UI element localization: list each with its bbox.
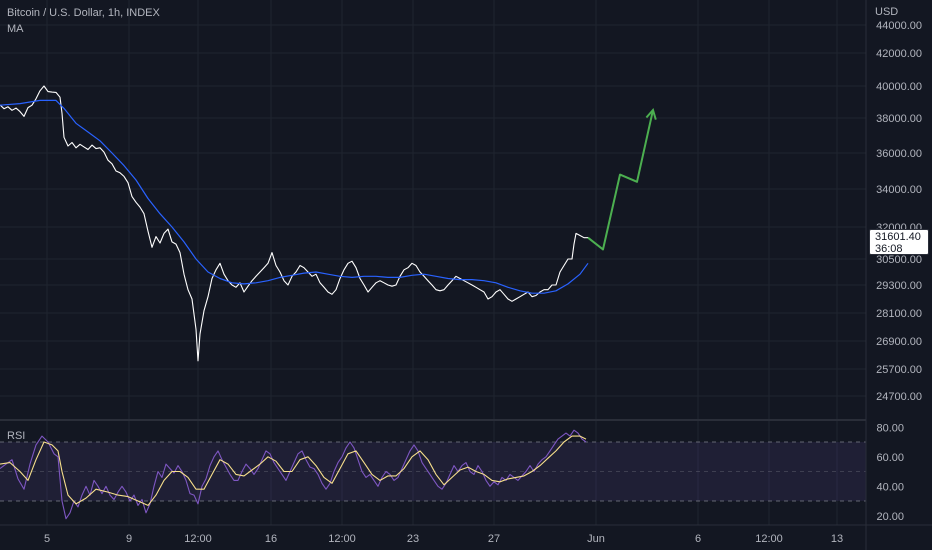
- rsi-tick-label: 20.00: [876, 511, 904, 523]
- rsi-tick-label: 60.00: [876, 452, 904, 464]
- y-tick-label: 40000.00: [876, 81, 922, 93]
- x-tick-label: 16: [265, 533, 277, 545]
- y-tick-label: 24700.00: [876, 391, 922, 403]
- y-tick-label: 26900.00: [876, 336, 922, 348]
- rsi-indicator-label[interactable]: RSI: [7, 430, 26, 442]
- price-gridlines: [0, 24, 866, 397]
- moving-average-line: [0, 99, 589, 294]
- y-tick-label: 44000.00: [876, 20, 922, 32]
- x-tick-label: 12:00: [184, 533, 212, 545]
- y-tick-label: 28100.00: [876, 308, 922, 320]
- y-tick-label: 42000.00: [876, 48, 922, 60]
- series-layer: [0, 85, 657, 520]
- rsi-tick-label: 80.00: [876, 422, 904, 434]
- rsi-ma-line: [0, 435, 587, 506]
- forecast-arrowhead: [645, 107, 657, 120]
- bar-countdown: 36:08: [875, 243, 903, 255]
- forecast-arrow-line: [587, 109, 654, 251]
- y-tick-label: 30500.00: [876, 254, 922, 266]
- price-line: [0, 85, 592, 362]
- rsi-band-fill: [0, 442, 866, 501]
- y-tick-label: 36000.00: [876, 148, 922, 160]
- ma-indicator-label[interactable]: MA: [7, 23, 24, 35]
- x-tick-label: 12:00: [755, 533, 783, 545]
- symbol-title[interactable]: Bitcoin / U.S. Dollar, 1h, INDEX: [7, 7, 160, 19]
- currency-label: USD: [875, 6, 899, 18]
- x-tick-label: 13: [831, 533, 843, 545]
- x-tick-label: 5: [44, 533, 50, 545]
- price-axis[interactable]: 44000.00 42000.00 40000.00 38000.00 36000.00…: [876, 20, 922, 403]
- rsi-band-lines: [0, 441, 866, 502]
- y-tick-label: 34000.00: [876, 184, 922, 196]
- last-price-value: 31601.40: [875, 231, 921, 243]
- time-axis[interactable]: 5 9 12:00 16 12:00 23 27 Jun 6 12:00 13: [44, 533, 843, 545]
- vertical-gridlines: [46, 0, 838, 525]
- x-tick-label: 23: [407, 533, 419, 545]
- rsi-line: [0, 429, 587, 520]
- y-tick-label: 29300.00: [876, 280, 922, 292]
- y-tick-label: 25700.00: [876, 364, 922, 376]
- x-tick-label: 9: [126, 533, 132, 545]
- y-tick-label: 38000.00: [876, 113, 922, 125]
- rsi-axis[interactable]: 80.00 60.00 40.00 20.00: [876, 422, 904, 523]
- x-tick-label: 6: [695, 533, 701, 545]
- last-price-tag: 31601.40 36:08: [869, 229, 929, 255]
- x-tick-label: Jun: [587, 533, 605, 545]
- rsi-tick-label: 40.00: [876, 481, 904, 493]
- x-tick-label: 12:00: [328, 533, 356, 545]
- x-tick-label: 27: [488, 533, 500, 545]
